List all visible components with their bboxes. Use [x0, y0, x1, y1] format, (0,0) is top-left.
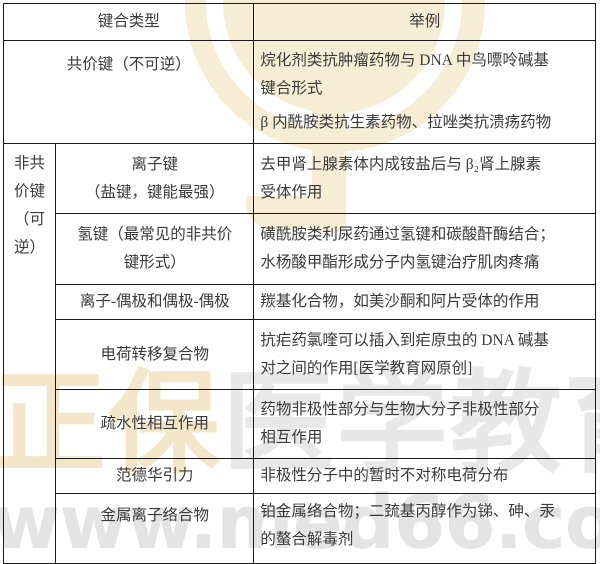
table-row-covalent: 共价键（不可逆） 烷化剂类抗肿瘤药物与 DNA 中鸟嘌呤碱基 键合形式 β 内酰… [2, 40, 596, 144]
cell-example-metalcomplex: 铂金属络合物；二巯基丙醇作为锑、砷、汞 的螯合解毒剂 [253, 493, 596, 564]
example-line: 对之间的作用[医学教育网原创] [260, 359, 473, 377]
table-header-row: 键合类型 举例 [2, 3, 596, 41]
example-line: 抗疟药氯喹可以插入到疟原虫的 DNA 碱基 [260, 331, 549, 349]
group-label-line: 非共 [14, 155, 46, 172]
table-row-metalcomplex: 金属离子络合物 铂金属络合物；二巯基丙醇作为锑、砷、汞 的螯合解毒剂 [4, 493, 596, 564]
cell-group-noncovalent: 非共 价键 （可 逆） [2, 143, 57, 564]
example-line: 铂金属络合物；二巯基丙醇作为锑、砷、汞 [260, 503, 555, 520]
table-row-vanderwaals: 范德华引力 非极性分子中的暂时不对称电荷分布 [4, 458, 596, 494]
cell-type-vanderwaals: 范德华引力 [55, 458, 255, 494]
header-cell-example: 举例 [253, 3, 596, 41]
cell-type-hydrophobic: 疏水性相互作用 [55, 389, 255, 459]
table-row-hydrophobic: 疏水性相互作用 药物非极性部分与生物大分子非极性部分 相互作用 [4, 389, 596, 459]
example-line: 的螯合解毒剂 [260, 531, 354, 548]
cell-type-chargetransfer: 电荷转移复合物 [55, 319, 255, 390]
group-label-line: （可 [14, 211, 46, 228]
example-line: 去甲肾上腺素体内成铵盐后与 β₂肾上腺素 [260, 155, 542, 173]
example-line: 药物非极性部分与生物大分子非极性部分 [260, 401, 540, 418]
table-row-hydrogen: 氢键（最常见的非共价 键形式） 磺酰胺类利尿药通过氢键和碳酸酐酶结合； 水杨酸甲… [4, 213, 596, 285]
type-line: （盐键，键能最强） [84, 183, 225, 201]
example-line: 受体作用 [260, 183, 323, 201]
cell-type-ionic: 离子键 （盐键，键能最强） [55, 143, 255, 214]
type-line: 键形式） [123, 254, 186, 271]
group-label-line: 逆） [14, 239, 46, 256]
cell-example-covalent: 烷化剂类抗肿瘤药物与 DNA 中鸟嘌呤碱基 键合形式 β 内酰胺类抗生素药物、拉… [253, 40, 596, 144]
table-row-ionic: 非共 价键 （可 逆） 离子键 （盐键，键能最强） 去甲肾上腺素体内成铵盐后与 … [2, 143, 596, 564]
example-line: 水杨酸甲酯形成分子内氢键治疗肌肉疼痛 [260, 254, 540, 271]
example-line: 相互作用 [260, 429, 323, 446]
cell-example-hydrophobic: 药物非极性部分与生物大分子非极性部分 相互作用 [253, 389, 596, 459]
cell-example-chargetransfer: 抗疟药氯喹可以插入到疟原虫的 DNA 碱基 对之间的作用[医学教育网原创] [253, 319, 596, 390]
table-row-chargetransfer: 电荷转移复合物 抗疟药氯喹可以插入到疟原虫的 DNA 碱基 对之间的作用[医学教… [4, 319, 596, 390]
cell-type-metalcomplex: 金属离子络合物 [55, 493, 255, 564]
cell-type-iondipole: 离子-偶极和偶极-偶极 [55, 284, 255, 320]
type-line: 离子键 [131, 155, 178, 173]
table-row-iondipole: 离子-偶极和偶极-偶极 羰基化合物，如美沙酮和阿片受体的作用 [4, 284, 596, 320]
example-line: 磺酰胺类利尿药通过氢键和碳酸酐酶结合； [260, 226, 555, 243]
cell-example-vanderwaals: 非极性分子中的暂时不对称电荷分布 [253, 458, 596, 494]
header-cell-bond-type: 键合类型 [2, 3, 255, 41]
cell-example-hydrogen: 磺酰胺类利尿药通过氢键和碳酸酐酶结合； 水杨酸甲酯形成分子内氢键治疗肌肉疼痛 [253, 213, 596, 285]
cell-example-iondipole: 羰基化合物，如美沙酮和阿片受体的作用 [253, 284, 596, 320]
cell-type-hydrogen: 氢键（最常见的非共价 键形式） [55, 213, 255, 285]
example-line: 烷化剂类抗肿瘤药物与 DNA 中鸟嘌呤碱基 [260, 52, 549, 69]
cell-example-ionic: 去甲肾上腺素体内成铵盐后与 β₂肾上腺素 受体作用 [253, 143, 596, 214]
example-line: 键合形式 [260, 80, 323, 97]
example-line: β 内酰胺类抗生素药物、拉唑类抗溃疡药物 [260, 114, 552, 131]
type-line: 氢键（最常见的非共价 [77, 226, 233, 243]
bond-type-table: 键合类型 举例 共价键（不可逆） 烷化剂类抗肿瘤药物与 DNA 中鸟嘌呤碱基 键… [2, 3, 596, 564]
cell-type-covalent: 共价键（不可逆） [2, 40, 255, 144]
group-label-line: 价键 [14, 183, 46, 200]
